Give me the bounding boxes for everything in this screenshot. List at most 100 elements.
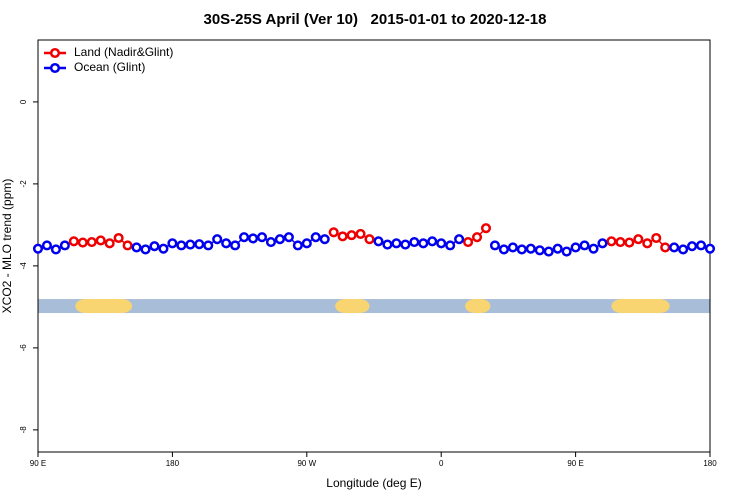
- data-point: [113, 232, 124, 244]
- land-segment: [465, 299, 491, 314]
- ocean-band: [38, 299, 710, 314]
- data-point: [489, 240, 501, 251]
- data-point: [194, 239, 205, 250]
- data-point: [346, 230, 357, 241]
- data-point: [570, 242, 581, 253]
- data-point: [418, 238, 429, 249]
- data-point: [185, 239, 196, 250]
- data-point: [633, 234, 644, 245]
- legend-marker: [49, 47, 61, 59]
- data-point: [436, 238, 447, 249]
- data-point: [176, 240, 187, 251]
- data-point: [140, 244, 151, 255]
- data-point: [669, 242, 680, 253]
- data-point: [212, 234, 223, 245]
- data-point: [382, 239, 393, 250]
- y-tick-label: 0: [19, 99, 28, 104]
- data-point: [41, 240, 53, 251]
- chart-title: 30S-25S April (Ver 10) 2015-01-01 to 202…: [204, 11, 547, 28]
- data-point: [695, 240, 707, 251]
- data-point: [50, 244, 61, 255]
- x-tick-label: 90 W: [297, 459, 316, 468]
- data-point: [77, 237, 88, 248]
- data-point: [221, 238, 232, 249]
- data-point: [355, 228, 366, 239]
- legend-marker: [49, 62, 61, 74]
- data-point: [543, 246, 554, 257]
- data-point: [149, 241, 160, 252]
- data-point: [642, 238, 653, 249]
- data-point: [507, 242, 518, 253]
- data-point: [597, 238, 608, 249]
- data-point: [104, 238, 115, 249]
- land-segment: [75, 299, 133, 314]
- y-tick-label: -6: [19, 344, 28, 352]
- data-point: [624, 237, 635, 248]
- data-point: [687, 241, 698, 252]
- y-tick-label: -4: [19, 262, 28, 270]
- data-point: [534, 245, 545, 256]
- data-point: [167, 238, 178, 249]
- legend-label: Land (Nadir&Glint): [74, 45, 173, 59]
- data-point: [400, 239, 411, 250]
- legend-label: Ocean (Glint): [74, 60, 145, 74]
- land-segment: [611, 299, 670, 314]
- data-point: [274, 234, 285, 245]
- data-point: [660, 242, 671, 253]
- data-point: [454, 234, 465, 245]
- data-point: [651, 232, 662, 244]
- data-point: [498, 244, 509, 255]
- data-point: [86, 237, 97, 248]
- data-point: [525, 243, 536, 254]
- data-point: [606, 236, 617, 247]
- x-tick-label: 0: [439, 459, 444, 468]
- data-point: [319, 234, 330, 245]
- data-point: [561, 246, 572, 257]
- data-point: [68, 236, 79, 247]
- data-point: [310, 232, 321, 243]
- data-point: [463, 237, 474, 248]
- data-point: [328, 227, 339, 238]
- data-point: [704, 243, 716, 254]
- data-point: [283, 232, 294, 243]
- x-tick-label: 180: [703, 459, 717, 468]
- data-point: [364, 234, 375, 245]
- data-point: [131, 242, 142, 253]
- data-point: [230, 240, 241, 251]
- data-point: [552, 243, 563, 254]
- data-point: [615, 237, 626, 248]
- y-tick-label: -2: [19, 180, 28, 188]
- x-axis-label: Longitude (deg E): [326, 476, 421, 490]
- land-segment: [335, 299, 370, 314]
- y-axis-label: XCO2 - MLO trend (ppm): [0, 179, 14, 314]
- x-tick-label: 90 E: [567, 459, 583, 468]
- data-point: [32, 243, 44, 254]
- data-point: [59, 240, 70, 251]
- data-point: [158, 243, 169, 254]
- y-tick-label: -8: [19, 426, 28, 434]
- data-point: [95, 235, 106, 246]
- data-point: [292, 240, 303, 251]
- data-point: [256, 232, 268, 243]
- data-point: [203, 240, 214, 251]
- data-point: [471, 232, 483, 243]
- data-point: [409, 237, 420, 248]
- data-point: [265, 237, 277, 248]
- data-point: [239, 232, 250, 243]
- data-point: [373, 236, 384, 247]
- data-point: [678, 244, 689, 255]
- data-point: [337, 231, 348, 242]
- data-point: [579, 240, 590, 251]
- data-point: [301, 238, 312, 249]
- data-point: [122, 240, 133, 251]
- data-point: [445, 240, 456, 251]
- data-point: [516, 244, 527, 255]
- data-point: [427, 236, 438, 247]
- data-point: [480, 223, 492, 234]
- x-tick-label: 90 E: [30, 459, 46, 468]
- data-point: [391, 238, 402, 249]
- data-point: [247, 233, 259, 244]
- x-tick-label: 180: [166, 459, 180, 468]
- data-point: [588, 243, 599, 254]
